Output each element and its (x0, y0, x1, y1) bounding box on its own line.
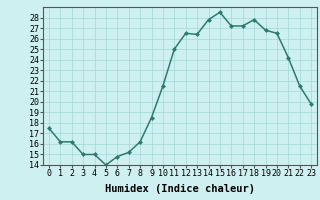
X-axis label: Humidex (Indice chaleur): Humidex (Indice chaleur) (105, 184, 255, 194)
